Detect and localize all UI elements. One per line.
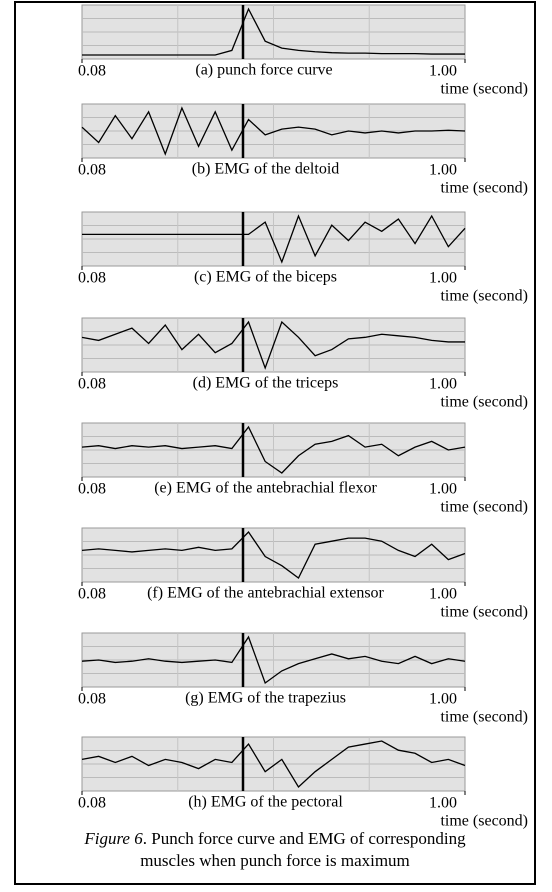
x-tick-label: 0.08 bbox=[78, 376, 106, 393]
x-axis-label: time (second) bbox=[440, 81, 528, 98]
figure-label: Figure 6 bbox=[84, 829, 143, 848]
panel-title: (h) EMG of the pectoral bbox=[188, 794, 343, 811]
signal-line bbox=[81, 106, 466, 156]
x-tick-label: 1.00 bbox=[429, 795, 457, 812]
x-tick-label: 1.00 bbox=[429, 481, 457, 498]
x-tick-label: 0.08 bbox=[78, 63, 106, 80]
x-tick-label: 1.00 bbox=[429, 162, 457, 179]
caption-text: . Punch force curve and EMG of correspon… bbox=[140, 829, 466, 870]
panel-title: (d) EMG of the triceps bbox=[193, 375, 339, 392]
caption: Figure 6. Punch force curve and EMG of c… bbox=[60, 828, 490, 872]
x-axis-label: time (second) bbox=[440, 288, 528, 305]
x-tick-label: 0.08 bbox=[78, 795, 106, 812]
signal-line bbox=[81, 320, 465, 370]
x-tick-label: 1.00 bbox=[429, 63, 457, 80]
signal-line bbox=[82, 214, 466, 264]
x-axis-label: time (second) bbox=[440, 709, 528, 726]
x-tick-label: 0.08 bbox=[78, 691, 106, 708]
figure-frame bbox=[14, 1, 536, 885]
signal-line bbox=[81, 530, 466, 579]
panel-title: (c) EMG of the biceps bbox=[194, 269, 337, 286]
x-axis-label: time (second) bbox=[440, 604, 528, 621]
panel-title: (f) EMG of the antebrachial extensor bbox=[147, 585, 384, 602]
x-axis-label: time (second) bbox=[440, 499, 528, 516]
signal-line bbox=[81, 635, 466, 685]
signal-line bbox=[81, 740, 466, 789]
panel-title: (e) EMG of the antebrachial flexor bbox=[154, 480, 377, 497]
signal-line bbox=[82, 7, 465, 56]
x-axis-label: time (second) bbox=[440, 180, 528, 197]
x-tick-label: 0.08 bbox=[78, 162, 106, 179]
x-tick-label: 1.00 bbox=[429, 691, 457, 708]
x-tick-label: 1.00 bbox=[429, 270, 457, 287]
x-tick-label: 0.08 bbox=[78, 270, 106, 287]
x-tick-label: 1.00 bbox=[429, 376, 457, 393]
x-tick-label: 0.08 bbox=[78, 481, 106, 498]
x-axis-label: time (second) bbox=[440, 813, 528, 830]
x-tick-label: 0.08 bbox=[78, 586, 106, 603]
signal-line bbox=[81, 425, 466, 474]
x-tick-label: 1.00 bbox=[429, 586, 457, 603]
panel-title: (g) EMG of the trapezius bbox=[185, 690, 346, 707]
x-axis-label: time (second) bbox=[440, 394, 528, 411]
panel-title: (b) EMG of the deltoid bbox=[192, 161, 340, 178]
panel-title: (a) punch force curve bbox=[195, 62, 332, 79]
